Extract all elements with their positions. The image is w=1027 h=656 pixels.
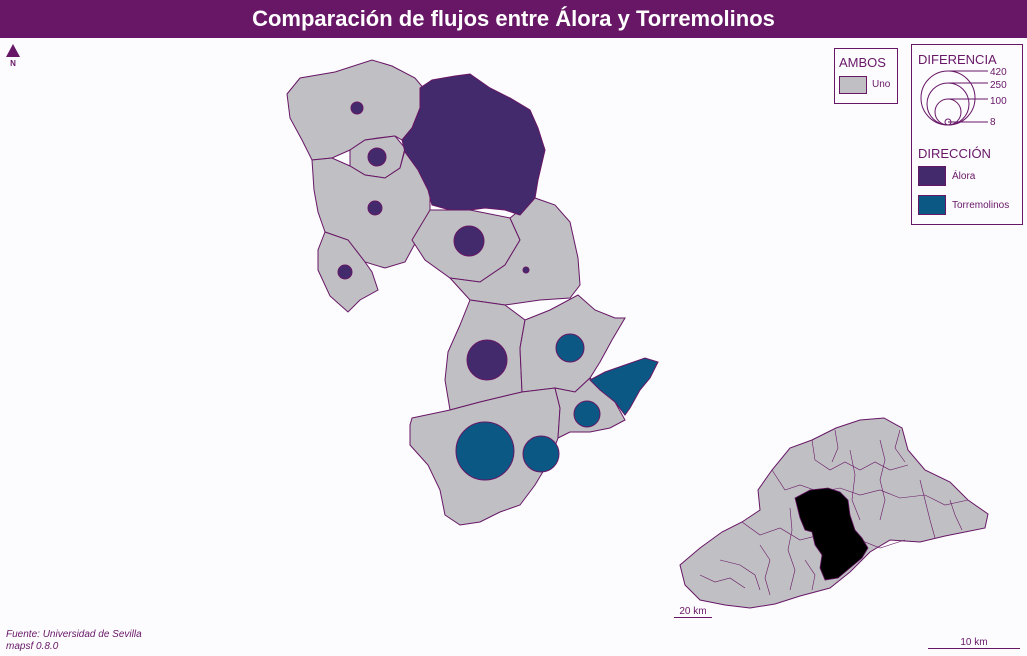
legend-diferencia-value-8: 8: [990, 117, 996, 128]
legend-diferencia-title: DIFERENCIA: [918, 52, 997, 67]
circle-alora-7[interactable]: [466, 339, 508, 381]
legend-diferencia-value-420: 420: [990, 67, 1007, 78]
circle-alora-3[interactable]: [367, 200, 383, 216]
circle-alora-6[interactable]: [522, 266, 530, 274]
legend-diferencia-direccion: DIFERENCIA 420 250 100 8 DIRECCIÓN Álora…: [911, 44, 1023, 225]
torremolinos-polygon[interactable]: [589, 357, 659, 416]
legend-direccion-label-torremolinos: Torremolinos: [952, 200, 1010, 211]
circle-alora-4[interactable]: [337, 264, 353, 280]
municipality-east-middle[interactable]: [448, 197, 581, 306]
north-arrow-icon: [6, 44, 20, 57]
inset-scale-bar: [674, 617, 712, 618]
legend-diferencia-value-100: 100: [990, 96, 1007, 107]
main-scale-bar: [928, 648, 1020, 649]
legend-direccion-label-alora: Álora: [952, 171, 976, 182]
circle-torre-2[interactable]: [573, 400, 601, 428]
circle-torre-4[interactable]: [455, 421, 515, 481]
inset-scale-label: 20 km: [679, 606, 707, 617]
north-arrow: N: [6, 44, 20, 68]
main-scale-label: 10 km: [960, 637, 988, 648]
legend-direccion-swatch-torremolinos: [918, 195, 946, 215]
legend-ambos-label: Uno: [872, 79, 891, 90]
proportional-symbols: [337, 101, 601, 481]
legend-ambos-title: AMBOS: [839, 55, 886, 70]
legend-ambos: AMBOS Uno: [834, 48, 898, 104]
legend-diferencia-value-250: 250: [990, 80, 1007, 91]
map-title: Comparación de flujos entre Álora y Torr…: [252, 6, 775, 31]
legend-direccion-title: DIRECCIÓN: [918, 146, 991, 161]
source-line-1: Fuente: Universidad de Sevilla: [6, 629, 142, 640]
circle-alora-5[interactable]: [453, 225, 485, 257]
circle-torre-1[interactable]: [555, 333, 585, 363]
alora-polygon[interactable]: [401, 73, 546, 216]
inset-boundaries: [699, 429, 969, 596]
diferencia-circles: [920, 70, 988, 126]
legend-direccion-swatch-alora: [918, 166, 946, 186]
title-bar: Comparación de flujos entre Álora y Torr…: [0, 0, 1027, 38]
circle-alora-1[interactable]: [350, 101, 364, 115]
circle-alora-2[interactable]: [367, 147, 387, 167]
circle-torre-3[interactable]: [522, 435, 560, 473]
inset-highlight: [794, 487, 869, 581]
inset-map: [679, 417, 989, 609]
north-label: N: [10, 59, 16, 68]
legend-ambos-swatch: [839, 76, 867, 94]
source-line-2: mapsf 0.8.0: [6, 641, 59, 652]
